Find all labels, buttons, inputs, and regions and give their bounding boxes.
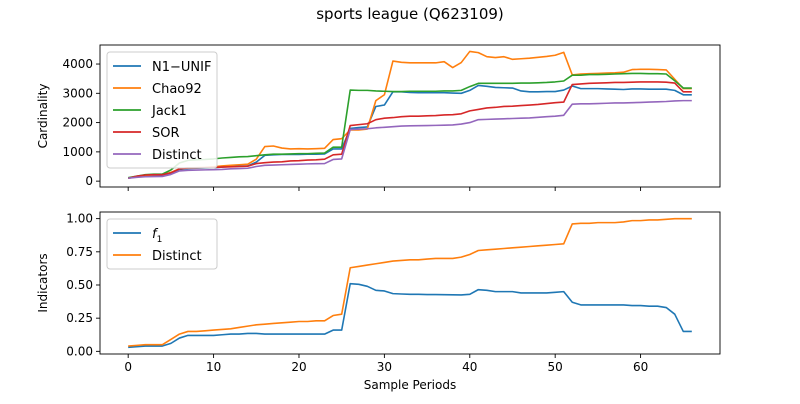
y-axis-label: Cardinality	[36, 84, 50, 149]
y-tick-label: 0.75	[66, 245, 93, 259]
series-line-0	[128, 282, 692, 349]
x-tick-label: 30	[377, 360, 392, 374]
x-tick-label: 20	[291, 360, 306, 374]
x-tick-label: 0	[124, 360, 132, 374]
axes-frame	[99, 44, 721, 188]
y-tick-label: 0.50	[66, 278, 93, 292]
legend-label: f1	[152, 227, 162, 245]
legend-box	[106, 218, 218, 270]
y-tick-label: 0.25	[66, 311, 93, 325]
y-tick-label: 4000	[62, 57, 93, 71]
y-tick-label: 2000	[62, 116, 93, 130]
cardinality-panel: 0 1000 2000 3000 4000 Cardinality N1−UNIF Chao9…	[36, 44, 721, 191]
figure-title: sports league (Q623109)	[316, 5, 504, 23]
x-axis-label: Sample Periods	[364, 378, 456, 392]
series-line-3	[127, 81, 692, 179]
legend-label: Jack1	[151, 104, 187, 119]
y-tick-label: 1.00	[66, 212, 93, 226]
legend-label: Distinct	[152, 148, 202, 163]
series-line-2	[128, 72, 692, 179]
y-tick-label: 3000	[62, 86, 93, 100]
legend-label: Distinct	[152, 249, 202, 264]
series-line-1	[128, 217, 692, 347]
y-tick-label: 1000	[62, 145, 93, 159]
axes-frame	[99, 211, 721, 355]
series-line-1	[128, 50, 692, 180]
legend-label: N1−UNIF	[152, 60, 211, 75]
legend-box	[106, 51, 218, 169]
legend-label: Chao92	[152, 82, 202, 97]
y-tick-label: 0	[85, 174, 93, 188]
x-tick-label: 60	[633, 360, 648, 374]
x-tick-label: 10	[206, 360, 221, 374]
x-tick-label: 50	[548, 360, 563, 374]
y-tick-label: 0.00	[66, 344, 93, 358]
series-line-4	[128, 99, 692, 180]
y-axis-label: Indicators	[36, 253, 50, 312]
x-tick-label: 40	[462, 360, 477, 374]
indicators-panel: 0 10 20 30 40 50 60 0.00 0.25 0.50 0.75 1.00 Indicat…	[36, 211, 721, 392]
legend-label: SOR	[152, 126, 180, 141]
